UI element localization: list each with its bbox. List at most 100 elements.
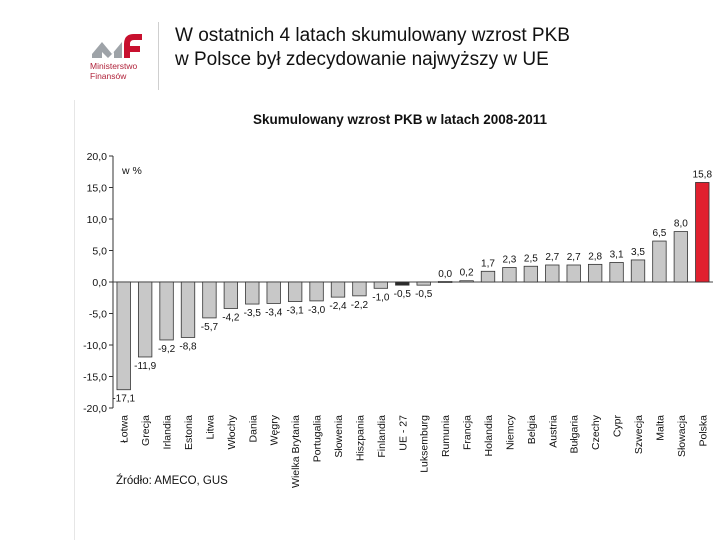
- bar: [245, 281, 260, 305]
- y-tick-label: -20,0: [83, 403, 107, 415]
- slide-title-line-2: w Polsce był zdecydowanie najwyższy w UE: [175, 49, 549, 70]
- category-label: UE - 27: [397, 415, 409, 451]
- y-tick-label: 0,0: [92, 277, 107, 289]
- ministry-logo-icon: [92, 34, 142, 58]
- data-label: -4,2: [222, 312, 240, 323]
- category-label: Belgia: [526, 415, 538, 444]
- y-tick-label: -10,0: [83, 340, 107, 352]
- bar: [373, 281, 389, 289]
- logo-line-1: Ministerstwo: [90, 61, 138, 71]
- category-label: Słowenia: [333, 415, 345, 458]
- category-label: Węgry: [269, 414, 281, 445]
- bar: [480, 270, 496, 283]
- data-label: 2,3: [502, 255, 516, 266]
- data-label: 2,5: [524, 253, 538, 264]
- y-axis-label: w %: [121, 165, 142, 177]
- y-tick-label: 20,0: [87, 151, 108, 163]
- y-tick-label: -15,0: [83, 372, 107, 384]
- bar: [287, 281, 303, 302]
- category-label: Grecja: [140, 415, 152, 446]
- header-divider: [158, 22, 159, 90]
- bar: [545, 264, 560, 283]
- data-label: -11,9: [134, 361, 156, 372]
- slide-title-line-1: W ostatnich 4 latach skumulowany wzrost …: [175, 25, 570, 46]
- bar: [630, 259, 646, 283]
- bar: [223, 281, 239, 309]
- bar: [116, 281, 131, 391]
- category-label: Portugalia: [312, 415, 324, 462]
- data-label: -9,2: [158, 344, 176, 355]
- bar: [673, 231, 689, 283]
- bar: [437, 281, 453, 283]
- category-label: Bułgaria: [569, 415, 581, 454]
- category-label: Wielka Brytania: [290, 415, 302, 488]
- data-label: 3,1: [610, 249, 624, 260]
- bar: [180, 281, 196, 338]
- data-label: -17,1: [112, 394, 135, 405]
- bar: [652, 240, 667, 283]
- data-label: -0,5: [415, 289, 433, 300]
- data-label: 2,8: [588, 251, 602, 262]
- category-label: Luksemburg: [419, 415, 431, 473]
- data-label: -5,7: [201, 322, 219, 333]
- category-label: Szwecja: [633, 415, 645, 454]
- bar: [159, 281, 174, 341]
- y-tick-label: -5,0: [89, 309, 107, 321]
- data-label: 2,7: [567, 252, 581, 263]
- ministry-name: Ministerstwo Finansów: [90, 61, 137, 81]
- data-label: -2,4: [329, 301, 347, 312]
- category-label: Holandia: [483, 415, 495, 457]
- y-tick-label: 5,0: [92, 246, 107, 258]
- category-label: Malta: [654, 415, 666, 441]
- bar: [523, 265, 539, 283]
- bar: [137, 281, 153, 358]
- category-label: Austria: [547, 415, 559, 448]
- category-label: Niemcy: [504, 414, 516, 450]
- bar: [416, 281, 431, 286]
- bar: [587, 263, 603, 283]
- category-label: Litwa: [204, 415, 216, 440]
- bar: [330, 281, 346, 298]
- bar: [202, 281, 217, 319]
- category-label: Francja: [462, 415, 474, 450]
- bar: [395, 281, 410, 286]
- category-label: Włochy: [226, 414, 238, 449]
- bar: [309, 281, 324, 302]
- bar: [266, 281, 281, 304]
- category-label: Rumunia: [440, 415, 452, 457]
- bar: [566, 264, 581, 283]
- data-label: -3,5: [244, 308, 262, 319]
- data-label: -1,0: [372, 292, 390, 303]
- data-label: 2,7: [545, 252, 559, 263]
- panel-divider: [74, 100, 75, 540]
- data-label: 15,8: [693, 169, 713, 180]
- y-tick-label: 15,0: [87, 183, 108, 195]
- category-label: Hiszpania: [354, 415, 366, 461]
- bar: [609, 262, 624, 283]
- category-label: Polska: [697, 415, 709, 447]
- category-label: Estonia: [183, 415, 195, 450]
- category-label: Czechy: [590, 414, 602, 450]
- data-label: 1,7: [481, 258, 495, 269]
- data-label: 8,0: [674, 219, 688, 230]
- data-label: -8,8: [179, 341, 197, 352]
- data-label: -0,5: [394, 289, 412, 300]
- bar: [352, 281, 367, 297]
- data-label: 0,0: [438, 269, 452, 280]
- category-label: Łotwa: [119, 415, 131, 443]
- bar: [502, 267, 517, 283]
- data-label: 3,5: [631, 247, 645, 258]
- bar: [459, 280, 474, 283]
- data-label: -3,4: [265, 307, 283, 318]
- logo-line-2: Finansów: [90, 71, 127, 81]
- category-label: Dania: [247, 415, 259, 443]
- data-label: 0,2: [460, 268, 474, 279]
- bar: [695, 182, 710, 283]
- category-label: Irlandia: [162, 415, 174, 450]
- data-label: -3,0: [308, 305, 326, 316]
- data-label: -3,1: [287, 306, 305, 317]
- data-label: -2,2: [351, 300, 369, 311]
- chart-source: Źródło: AMECO, GUS: [116, 475, 228, 487]
- chart-title: Skumulowany wzrost PKB w latach 2008-201…: [252, 112, 548, 127]
